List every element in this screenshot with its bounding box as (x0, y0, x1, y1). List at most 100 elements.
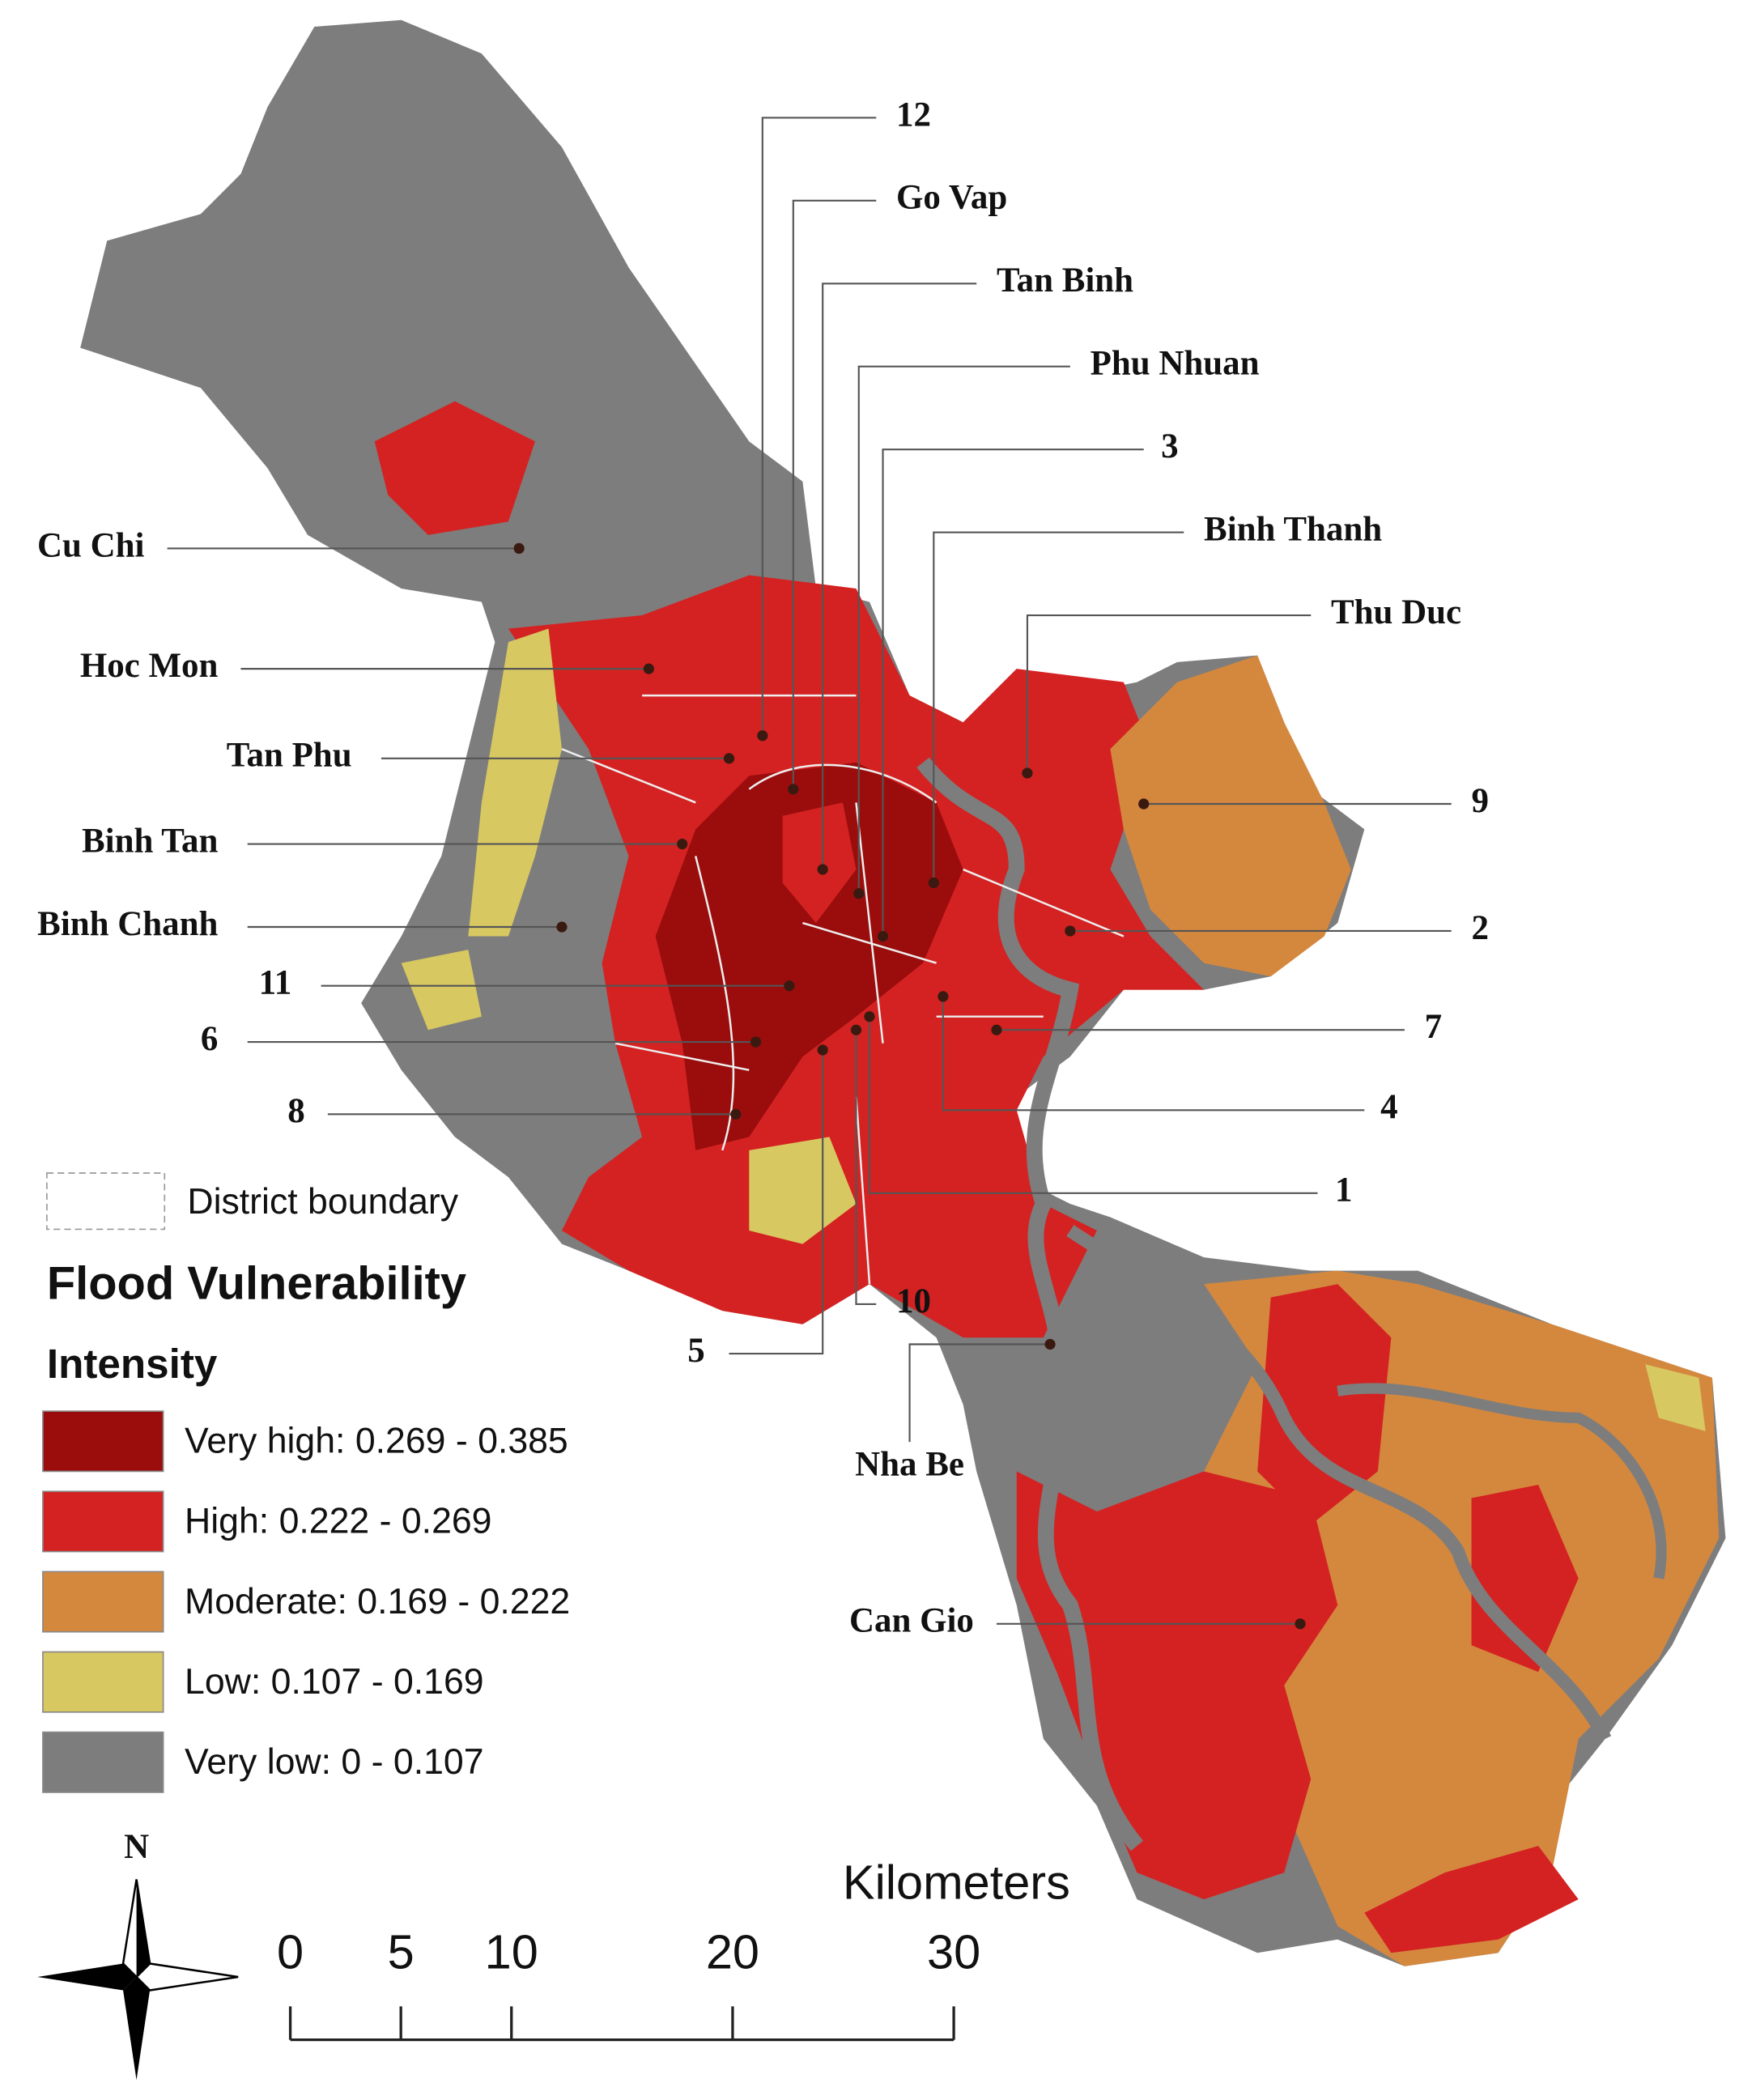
land (80, 19, 1726, 1966)
district-label: Phu Nhuan (1091, 345, 1260, 383)
scale-tick-label: 10 (485, 1924, 538, 1979)
district-label: Hoc Mon (80, 647, 219, 685)
river (1066, 1225, 1612, 1742)
district-point (991, 1024, 1002, 1035)
legend-label: Very low: 0 - 0.107 (185, 1742, 483, 1782)
leader-line (729, 1050, 824, 1355)
leader-line (933, 531, 1184, 883)
district-label: Can Gio (849, 1602, 974, 1640)
region-moderate (1110, 655, 1351, 977)
district-point (817, 1044, 828, 1056)
district-point (556, 921, 568, 933)
legend-label: Low: 0.107 - 0.169 (185, 1662, 484, 1702)
legend-swatch (42, 1731, 164, 1793)
leader-line (908, 1343, 1051, 1443)
north-arrow: N (37, 1828, 239, 2081)
district-label: Binh Thanh (1204, 510, 1382, 548)
district-label: 7 (1425, 1008, 1442, 1046)
district-point (938, 991, 949, 1002)
region-low (749, 1137, 857, 1244)
river (916, 757, 1144, 1851)
district-point (730, 1108, 742, 1120)
district-point (1022, 767, 1033, 779)
compass-arm (134, 1962, 239, 1992)
district-label: 12 (896, 96, 931, 134)
district-label: 11 (259, 964, 292, 1002)
compass-arm (123, 1976, 151, 2081)
district-point (1138, 798, 1150, 810)
region-low (1645, 1364, 1706, 1431)
district-point (1044, 1338, 1056, 1350)
compass-arm (136, 1879, 151, 1977)
district-point (928, 877, 939, 889)
district-label: Nha Be (855, 1445, 964, 1483)
leader-line (761, 117, 877, 736)
district-point (513, 542, 525, 555)
leader-line (792, 199, 877, 789)
leader-line (882, 448, 1144, 937)
district-label: 4 (1380, 1088, 1397, 1126)
district-point (643, 663, 654, 674)
region-high (782, 802, 857, 924)
boundary-swatch (46, 1172, 166, 1231)
legend-swatch (42, 1571, 164, 1633)
district-label: Cu Chi (37, 526, 145, 564)
legend-label: High: 0.222 - 0.269 (185, 1502, 491, 1541)
district-point (750, 1036, 762, 1048)
district-label: Thu Duc (1331, 593, 1461, 631)
district-point (877, 930, 889, 942)
district-boundary (561, 694, 1125, 1285)
legend-label: Very high: 0.269 - 0.385 (185, 1422, 568, 1461)
district-label: 8 (287, 1092, 304, 1130)
scale-unit: Kilometers (843, 1855, 1070, 1909)
district-point (1065, 925, 1076, 937)
leader-line (942, 996, 1365, 1112)
district-label: Binh Tan (82, 822, 218, 860)
region-high (374, 401, 535, 535)
district-label: Binh Chanh (37, 905, 218, 943)
region-high (1257, 1284, 1392, 1525)
district-label: 1 (1335, 1171, 1352, 1209)
legend-swatch (42, 1651, 164, 1713)
district-label: 2 (1472, 909, 1489, 947)
district-point (677, 838, 688, 850)
district-label: 10 (896, 1282, 931, 1320)
legend-subtitle: Intensity (47, 1341, 218, 1387)
boundary-label: District boundary (187, 1182, 458, 1222)
leader-line (822, 283, 977, 869)
north-label: N (124, 1828, 149, 1866)
district-label: 3 (1161, 427, 1178, 465)
district-point (784, 980, 795, 992)
district-point (788, 784, 799, 795)
compass-arm (37, 1963, 137, 1991)
region-low (468, 628, 562, 937)
district-point (817, 864, 828, 875)
legend: District boundary Flood Vulnerability In… (42, 1172, 570, 1793)
scale-tick-label: 0 (277, 1924, 304, 1979)
district-point (757, 730, 768, 742)
district-label: Tan Binh (997, 261, 1133, 300)
legend-swatch (42, 1410, 164, 1473)
district-point (850, 1024, 862, 1035)
river (1337, 1383, 1667, 1579)
district-label: Tan Phu (227, 737, 352, 775)
district-label: 9 (1472, 782, 1489, 820)
region-high (1016, 1471, 1338, 1900)
scale-tick-label: 20 (706, 1924, 759, 1979)
district-point (723, 753, 735, 764)
leader-line (1026, 614, 1312, 773)
leader-line (855, 1030, 877, 1305)
leader-line (868, 1016, 1318, 1194)
region-low (401, 950, 482, 1031)
region-high (1364, 1846, 1579, 1953)
scale-tick-label: 30 (927, 1924, 980, 1979)
scale-tick-label: 5 (388, 1924, 415, 1979)
legend-swatch (42, 1490, 164, 1553)
scale-bar: Kilometers 0 5 10 20 30 (277, 1855, 1070, 2042)
legend-title: Flood Vulnerability (47, 1258, 466, 1310)
legend-label: Moderate: 0.169 - 0.222 (185, 1582, 570, 1622)
district-point (1295, 1618, 1306, 1630)
